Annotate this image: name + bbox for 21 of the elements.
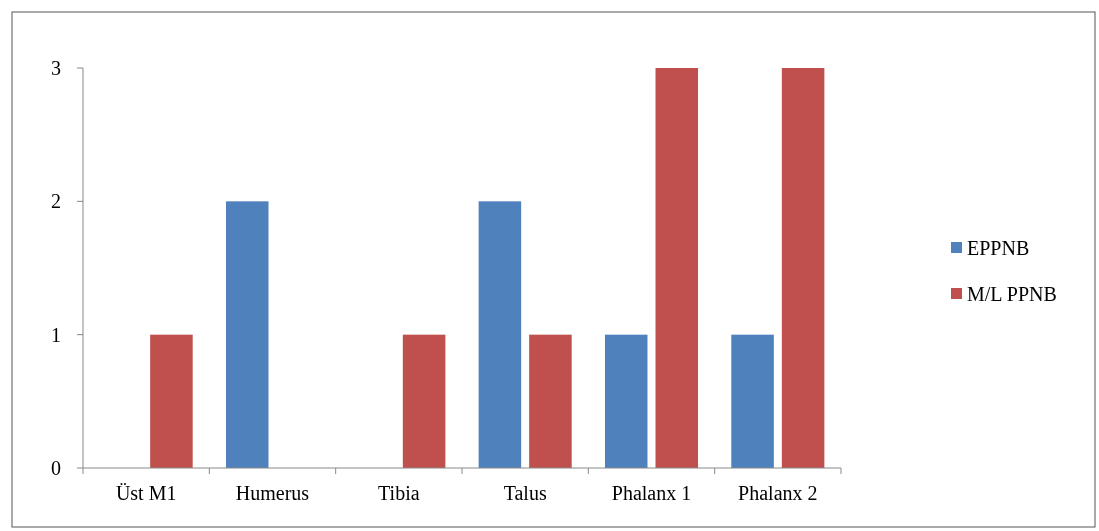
bar (150, 334, 193, 468)
legend-label: M/L PPNB (967, 283, 1057, 305)
x-tick-label: Phalanx 2 (738, 482, 818, 504)
x-tick-label: Talus (503, 482, 547, 504)
legend-label: EPPNB (967, 237, 1030, 259)
y-tick-label: 2 (51, 190, 61, 213)
y-tick-label: 3 (51, 57, 61, 79)
x-tick-label: Humerus (235, 482, 310, 504)
x-tick-label: Üst M1 (115, 482, 177, 504)
bar (655, 68, 699, 468)
bar (781, 68, 825, 468)
y-tick-label: 1 (51, 323, 61, 346)
bar (731, 334, 774, 468)
x-tick-label: Phalanx 1 (611, 482, 692, 504)
x-tick-label: Tibia (378, 482, 420, 504)
bar (478, 201, 522, 468)
y-tick-label: 0 (51, 457, 61, 479)
bar (225, 201, 269, 468)
bar (604, 334, 648, 468)
bar (529, 334, 572, 468)
bar (402, 334, 446, 468)
